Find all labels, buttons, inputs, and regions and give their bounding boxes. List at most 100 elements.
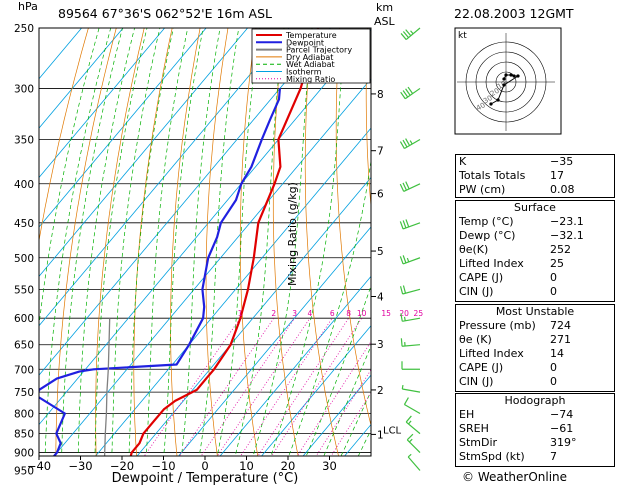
mixing-ratio-line	[330, 391, 371, 456]
legend-box	[251, 28, 371, 84]
mixing-ratio-label: 6	[330, 309, 335, 318]
pressure-label-750: 750	[14, 387, 34, 399]
wet-adiabat	[163, 28, 204, 456]
mixing-ratio-line	[296, 340, 371, 456]
mixing-ratio-line	[200, 317, 295, 456]
isotherm--90	[39, 28, 207, 228]
station-info: 89564 67°36'S 062°52'E 16m ASL	[58, 6, 272, 21]
dry-adiabat	[55, 28, 117, 456]
wind-barb-400	[399, 181, 421, 192]
isotherm-10	[261, 325, 371, 456]
wet-adiabat	[111, 28, 161, 456]
temperature-line	[129, 28, 320, 456]
hodograph-point	[509, 73, 513, 77]
mixing-ratio-line	[315, 369, 371, 456]
wind-barb-350	[399, 138, 421, 150]
x-tick-label: 0	[201, 459, 208, 473]
wet-adiabat	[145, 28, 189, 456]
pressure-label-500: 500	[14, 253, 34, 265]
hodograph-stats-box	[455, 393, 615, 467]
index-row-pw: PW (cm) 0.08	[459, 183, 575, 196]
surface-title: Surface	[514, 201, 556, 214]
pressure-label-300: 300	[14, 83, 34, 95]
wet-adiabat	[357, 429, 371, 456]
pressure-label-550: 550	[14, 284, 34, 296]
wind-barb-700	[401, 361, 420, 370]
mixing-ratio-line	[240, 317, 333, 456]
x-tick-label: −20	[110, 459, 134, 473]
indices-box	[455, 154, 615, 198]
parcel-line	[103, 318, 111, 456]
hodograph-ring-label: 30	[482, 94, 494, 105]
hodograph-stats-list: Hodograph EH −74 SREH −61 StmDir 319° StmSp…	[455, 394, 615, 464]
mixing-ratio-label: 8	[346, 309, 351, 318]
hodograph-point	[504, 73, 508, 77]
dry-adiabat	[617, 15, 629, 486]
pressure-label-350: 350	[14, 135, 34, 147]
hodograph-point	[512, 74, 516, 78]
legend-entry: Parcel Trajectory	[286, 46, 352, 55]
dry-adiabat	[365, 28, 371, 211]
wet-adiabat	[252, 28, 313, 456]
index-row-k: K −35	[459, 155, 574, 168]
pressure-label-950: 950	[14, 465, 34, 477]
wet-adiabat	[305, 284, 371, 456]
copyright: © WeatherOnline	[462, 470, 568, 484]
datetime: 22.08.2003 12GMT	[454, 6, 574, 21]
hodograph-point	[496, 98, 500, 102]
isotherm-20	[302, 374, 371, 456]
dry-adiabat	[95, 28, 145, 456]
hodograph-ring-label: 20	[489, 87, 501, 98]
hodograph-ring-label: 40	[475, 101, 487, 112]
hodograph-kt-label: kt	[458, 31, 467, 41]
dry-adiabat	[304, 28, 339, 456]
wet-adiabat	[270, 28, 346, 456]
mixing-ratio-label: 1	[238, 309, 243, 318]
isotherm--40	[53, 78, 371, 456]
wet-adiabat	[340, 390, 371, 456]
wet-adiabat	[323, 345, 371, 456]
indices-list: K −35 Totals Totals 17 PW (cm) 0.08	[455, 155, 615, 197]
legend-entry: Wet Adiabat	[286, 60, 335, 69]
mixing-ratio-label: 10	[357, 309, 367, 318]
hodograph-stats-title: Hodograph	[504, 394, 566, 407]
most-unstable-box	[455, 304, 615, 392]
km-label-8: 8	[377, 89, 384, 101]
pressure-label-650: 650	[14, 340, 34, 352]
legend-entry: Dewpoint	[286, 38, 324, 47]
pressure-label-900: 900	[14, 448, 34, 460]
wind-barb-500	[399, 255, 421, 265]
km-label-7: 7	[377, 146, 384, 158]
pressure-label-800: 800	[14, 409, 34, 421]
dry-adiabat	[133, 28, 173, 456]
km-label: km	[376, 1, 394, 14]
wind-barb-600	[400, 313, 421, 322]
km-label-2: 2	[377, 385, 384, 397]
legend-entry: Mixing Ratio	[286, 75, 335, 84]
dry-adiabat	[170, 28, 201, 456]
hodograph-point	[489, 102, 493, 106]
wind-barb-250	[400, 27, 421, 41]
wind-barb-900	[406, 433, 421, 454]
x-tick-label: 10	[239, 459, 254, 473]
isotherm--60	[39, 28, 332, 376]
mixing-ratio-line	[143, 317, 241, 456]
wind-barb-450	[399, 219, 421, 230]
most-unstable-list: Most Unstable Pressure (mb) 724 θe (K) 271…	[455, 305, 615, 389]
hodograph-point	[516, 74, 520, 78]
x-axis-label: Dewpoint / Temperature (°C)	[112, 471, 299, 486]
mixing-ratio-line	[178, 317, 275, 456]
x-tick-label: −10	[151, 459, 175, 473]
isotherm--20	[136, 176, 371, 456]
wet-adiabat	[198, 28, 240, 456]
km-label-6: 6	[377, 189, 384, 201]
legend-entry: Temperature	[285, 31, 337, 40]
most-unstable-title: Most Unstable	[495, 305, 575, 318]
x-tick-label: 20	[281, 459, 296, 473]
wet-adiabat	[234, 28, 285, 456]
wet-adiabat	[44, 28, 112, 456]
hodograph-ring-label: 10	[496, 80, 508, 91]
x-tick-label: 30	[322, 459, 337, 473]
legend-entry: Dry Adiabat	[286, 53, 333, 62]
